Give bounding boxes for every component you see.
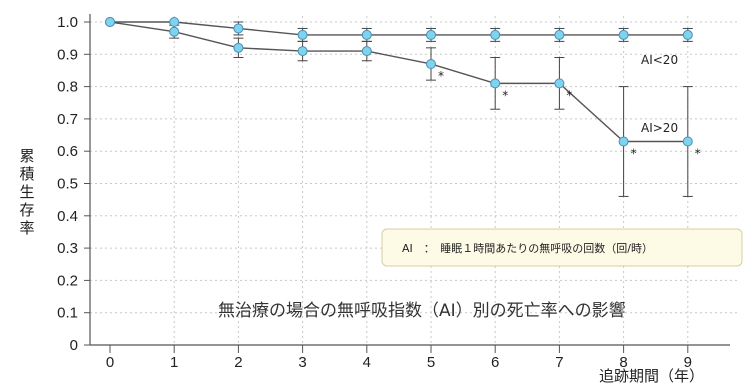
series-line-ai-gt-20 bbox=[109, 21, 688, 143]
x-tick-label: 9 bbox=[684, 354, 692, 371]
data-point bbox=[361, 46, 372, 57]
data-points bbox=[105, 17, 693, 147]
y-axis-label-char: 率 bbox=[19, 219, 34, 237]
legend-note-box: AI ： 睡眠１時間あたりの無呼吸の回数（回/時） bbox=[381, 228, 743, 267]
y-tick-labels: 0 0.1 0.2 0.3 0.4 0.5 0.6 0.7 0.8 0.9 1.0 bbox=[57, 14, 78, 354]
y-axis-label-char: 生 bbox=[19, 183, 34, 201]
data-point bbox=[554, 29, 565, 40]
x-tick-label: 0 bbox=[106, 354, 114, 371]
data-point bbox=[554, 78, 565, 89]
x-tick-label: 1 bbox=[170, 354, 178, 371]
axes bbox=[84, 14, 730, 353]
y-tick-label: 0.1 bbox=[57, 305, 78, 322]
y-axis-label-char: 累 bbox=[19, 147, 34, 165]
y-tick-label: 0.6 bbox=[57, 143, 78, 160]
y-axis-label-char: 積 bbox=[19, 165, 34, 183]
y-tick-label: 0.7 bbox=[57, 111, 78, 128]
data-point bbox=[169, 26, 180, 37]
data-point bbox=[618, 29, 629, 40]
significance-mark: * bbox=[695, 147, 701, 161]
data-point bbox=[426, 58, 436, 69]
x-tick-labels: 0 1 2 3 4 5 6 7 8 9 bbox=[106, 354, 692, 371]
series-label-ai-gt-20: AI>20 bbox=[641, 121, 678, 135]
significance-mark: * bbox=[502, 88, 508, 102]
data-point bbox=[682, 136, 693, 147]
data-point bbox=[618, 136, 629, 147]
data-point bbox=[426, 29, 436, 40]
legend-note-background bbox=[381, 228, 743, 267]
data-point bbox=[361, 29, 372, 40]
x-tick-label: 4 bbox=[363, 354, 371, 371]
data-point bbox=[169, 17, 180, 27]
data-point bbox=[233, 23, 244, 34]
grid bbox=[90, 16, 740, 345]
legend-note-text: AI ： 睡眠１時間あたりの無呼吸の回数（回/時） bbox=[402, 241, 653, 255]
x-axis-label: 追跡期間（年） bbox=[599, 367, 704, 385]
y-tick-label: 0.9 bbox=[57, 46, 78, 63]
data-point bbox=[297, 46, 308, 57]
y-tick-label: 0 bbox=[70, 337, 78, 354]
x-tick-label: 5 bbox=[427, 354, 435, 371]
y-tick-label: 0.3 bbox=[57, 240, 78, 257]
y-axis-label-char: 存 bbox=[19, 201, 34, 219]
y-tick-label: 0.5 bbox=[57, 176, 78, 193]
significance-mark: * bbox=[438, 69, 444, 83]
y-tick-label: 1.0 bbox=[57, 14, 78, 31]
data-point bbox=[297, 29, 308, 40]
x-tick-label: 7 bbox=[555, 354, 563, 371]
x-tick-label: 6 bbox=[491, 354, 499, 371]
data-point bbox=[682, 29, 693, 40]
chart-caption: 無治療の場合の無呼吸指数（AI）別の死亡率への影響 bbox=[218, 301, 626, 321]
series-label-ai-lt-20: AI<20 bbox=[641, 53, 678, 67]
significance-mark: * bbox=[631, 147, 637, 161]
data-point bbox=[233, 42, 244, 53]
y-tick-label: 0.2 bbox=[57, 272, 78, 289]
series-line-ai-lt-20 bbox=[110, 21, 688, 36]
y-tick-label: 0.8 bbox=[57, 79, 78, 96]
significance-mark: * bbox=[566, 88, 572, 102]
x-tick-label: 2 bbox=[234, 354, 242, 371]
significance-marks: * * * * * bbox=[438, 69, 701, 161]
data-point bbox=[490, 78, 501, 89]
y-tick-label: 0.4 bbox=[57, 208, 78, 225]
data-point bbox=[105, 17, 115, 27]
series-lines bbox=[109, 21, 688, 143]
data-point bbox=[490, 29, 501, 40]
x-tick-label: 3 bbox=[298, 354, 306, 371]
x-tick-label: 8 bbox=[619, 354, 627, 371]
